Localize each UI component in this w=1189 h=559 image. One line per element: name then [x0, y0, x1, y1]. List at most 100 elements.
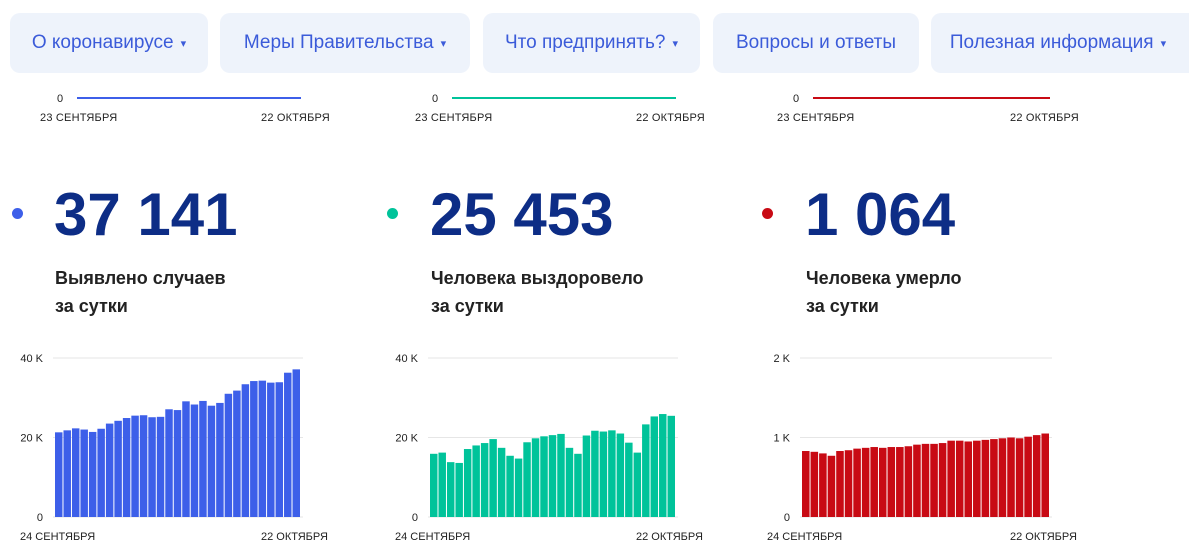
- x-tick-start: 23 СЕНТЯБРЯ: [415, 112, 493, 124]
- bar: [591, 430, 599, 517]
- bar: [667, 415, 675, 517]
- y-tick-label: 0: [57, 93, 64, 105]
- bar: [1024, 436, 1032, 517]
- y-tick-label: 0: [412, 512, 418, 524]
- bar: [131, 415, 139, 517]
- bar: [88, 431, 97, 517]
- bar: [836, 451, 844, 517]
- bar: [557, 433, 565, 517]
- bar: [540, 436, 548, 517]
- chevron-down-icon: ▾: [180, 37, 187, 50]
- x-tick-start: 23 СЕНТЯБРЯ: [777, 112, 855, 124]
- bar: [190, 404, 199, 517]
- cases-count: 37 141: [54, 181, 238, 248]
- bar: [430, 453, 438, 517]
- baseline-line: [452, 97, 676, 99]
- bar: [114, 420, 122, 517]
- nav-item-label: Меры Правительства: [243, 32, 434, 53]
- blue-dot-icon: [12, 208, 23, 219]
- bar: [523, 442, 531, 517]
- y-tick-label: 20 K: [20, 433, 43, 445]
- bar: [241, 384, 250, 517]
- nav-item-about-coronavirus[interactable]: О коронавирусе ▾: [10, 13, 208, 73]
- bar: [139, 415, 148, 517]
- bar: [148, 417, 156, 517]
- bar: [878, 447, 887, 517]
- y-tick-label: 40 K: [20, 353, 43, 365]
- bar: [173, 410, 182, 517]
- y-tick-label: 40 K: [395, 353, 418, 365]
- bar: [207, 405, 216, 517]
- bar: [819, 453, 827, 517]
- bar: [1007, 437, 1015, 517]
- bar: [275, 382, 284, 517]
- bar: [913, 444, 921, 517]
- bar: [582, 435, 591, 517]
- nav-item-label: Что предпринять?: [504, 32, 666, 53]
- bar: [642, 424, 650, 517]
- bar: [861, 447, 870, 517]
- bar: [182, 401, 190, 517]
- deaths-count: 1 064: [805, 181, 956, 248]
- bar: [292, 369, 300, 517]
- bar: [156, 416, 165, 517]
- bar: [63, 430, 71, 517]
- bar: [565, 447, 574, 517]
- bar: [844, 450, 853, 517]
- bar: [973, 440, 981, 517]
- red-dot-icon: [762, 208, 773, 219]
- chevron-down-icon: ▾: [440, 37, 447, 50]
- bar: [514, 458, 523, 517]
- x-tick-end: 22 ОКТЯБРЯ: [636, 531, 703, 543]
- bar: [887, 447, 896, 517]
- bar: [1015, 438, 1024, 517]
- bar: [105, 423, 114, 517]
- bar: [1041, 433, 1049, 517]
- baseline-line: [813, 97, 1050, 99]
- bar: [904, 446, 913, 517]
- bar: [122, 418, 131, 517]
- bar: [608, 430, 616, 517]
- y-tick-label: 0: [793, 93, 800, 105]
- bar: [853, 448, 861, 517]
- bar: [810, 451, 819, 517]
- bar: [599, 431, 608, 517]
- bar: [802, 451, 810, 517]
- nav-item-label: Полезная информация: [949, 32, 1154, 53]
- recovered-caption-line2: за сутки: [431, 296, 504, 316]
- cases-caption-line1: Выявлено случаев: [55, 268, 226, 288]
- nav-item-government-measures[interactable]: Меры Правительства ▾: [220, 13, 470, 73]
- x-tick-start: 23 СЕНТЯБРЯ: [40, 112, 118, 124]
- bar: [489, 439, 497, 517]
- nav-item-useful-info[interactable]: Полезная информация ▾: [931, 13, 1189, 73]
- bar: [870, 447, 878, 517]
- bar: [1032, 435, 1041, 517]
- bar: [896, 447, 904, 517]
- bar: [998, 438, 1007, 517]
- bar: [659, 414, 667, 517]
- bar: [574, 453, 582, 517]
- x-tick-end: 22 ОКТЯБРЯ: [1010, 112, 1079, 124]
- y-tick-label: 0: [784, 512, 790, 524]
- bar: [446, 462, 455, 517]
- deaths-caption-line2: за сутки: [806, 296, 879, 316]
- bar: [650, 416, 659, 517]
- bar: [258, 380, 267, 517]
- bar: [930, 443, 938, 517]
- x-tick-end: 22 ОКТЯБРЯ: [261, 531, 328, 543]
- x-tick-end: 22 ОКТЯБРЯ: [261, 112, 330, 124]
- nav-item-label: Вопросы и ответы: [735, 32, 896, 53]
- bar: [955, 440, 964, 517]
- bar: [938, 443, 947, 517]
- nav-item-what-to-do[interactable]: Что предпринять? ▾: [483, 13, 700, 73]
- y-tick-label: 0: [37, 512, 43, 524]
- bar: [80, 429, 88, 517]
- x-tick-end: 22 ОКТЯБРЯ: [636, 112, 705, 124]
- green-dot-icon: [387, 208, 398, 219]
- nav-item-faq[interactable]: Вопросы и ответы: [713, 13, 919, 73]
- bar: [531, 438, 540, 517]
- bar: [71, 428, 80, 517]
- bar: [921, 443, 930, 517]
